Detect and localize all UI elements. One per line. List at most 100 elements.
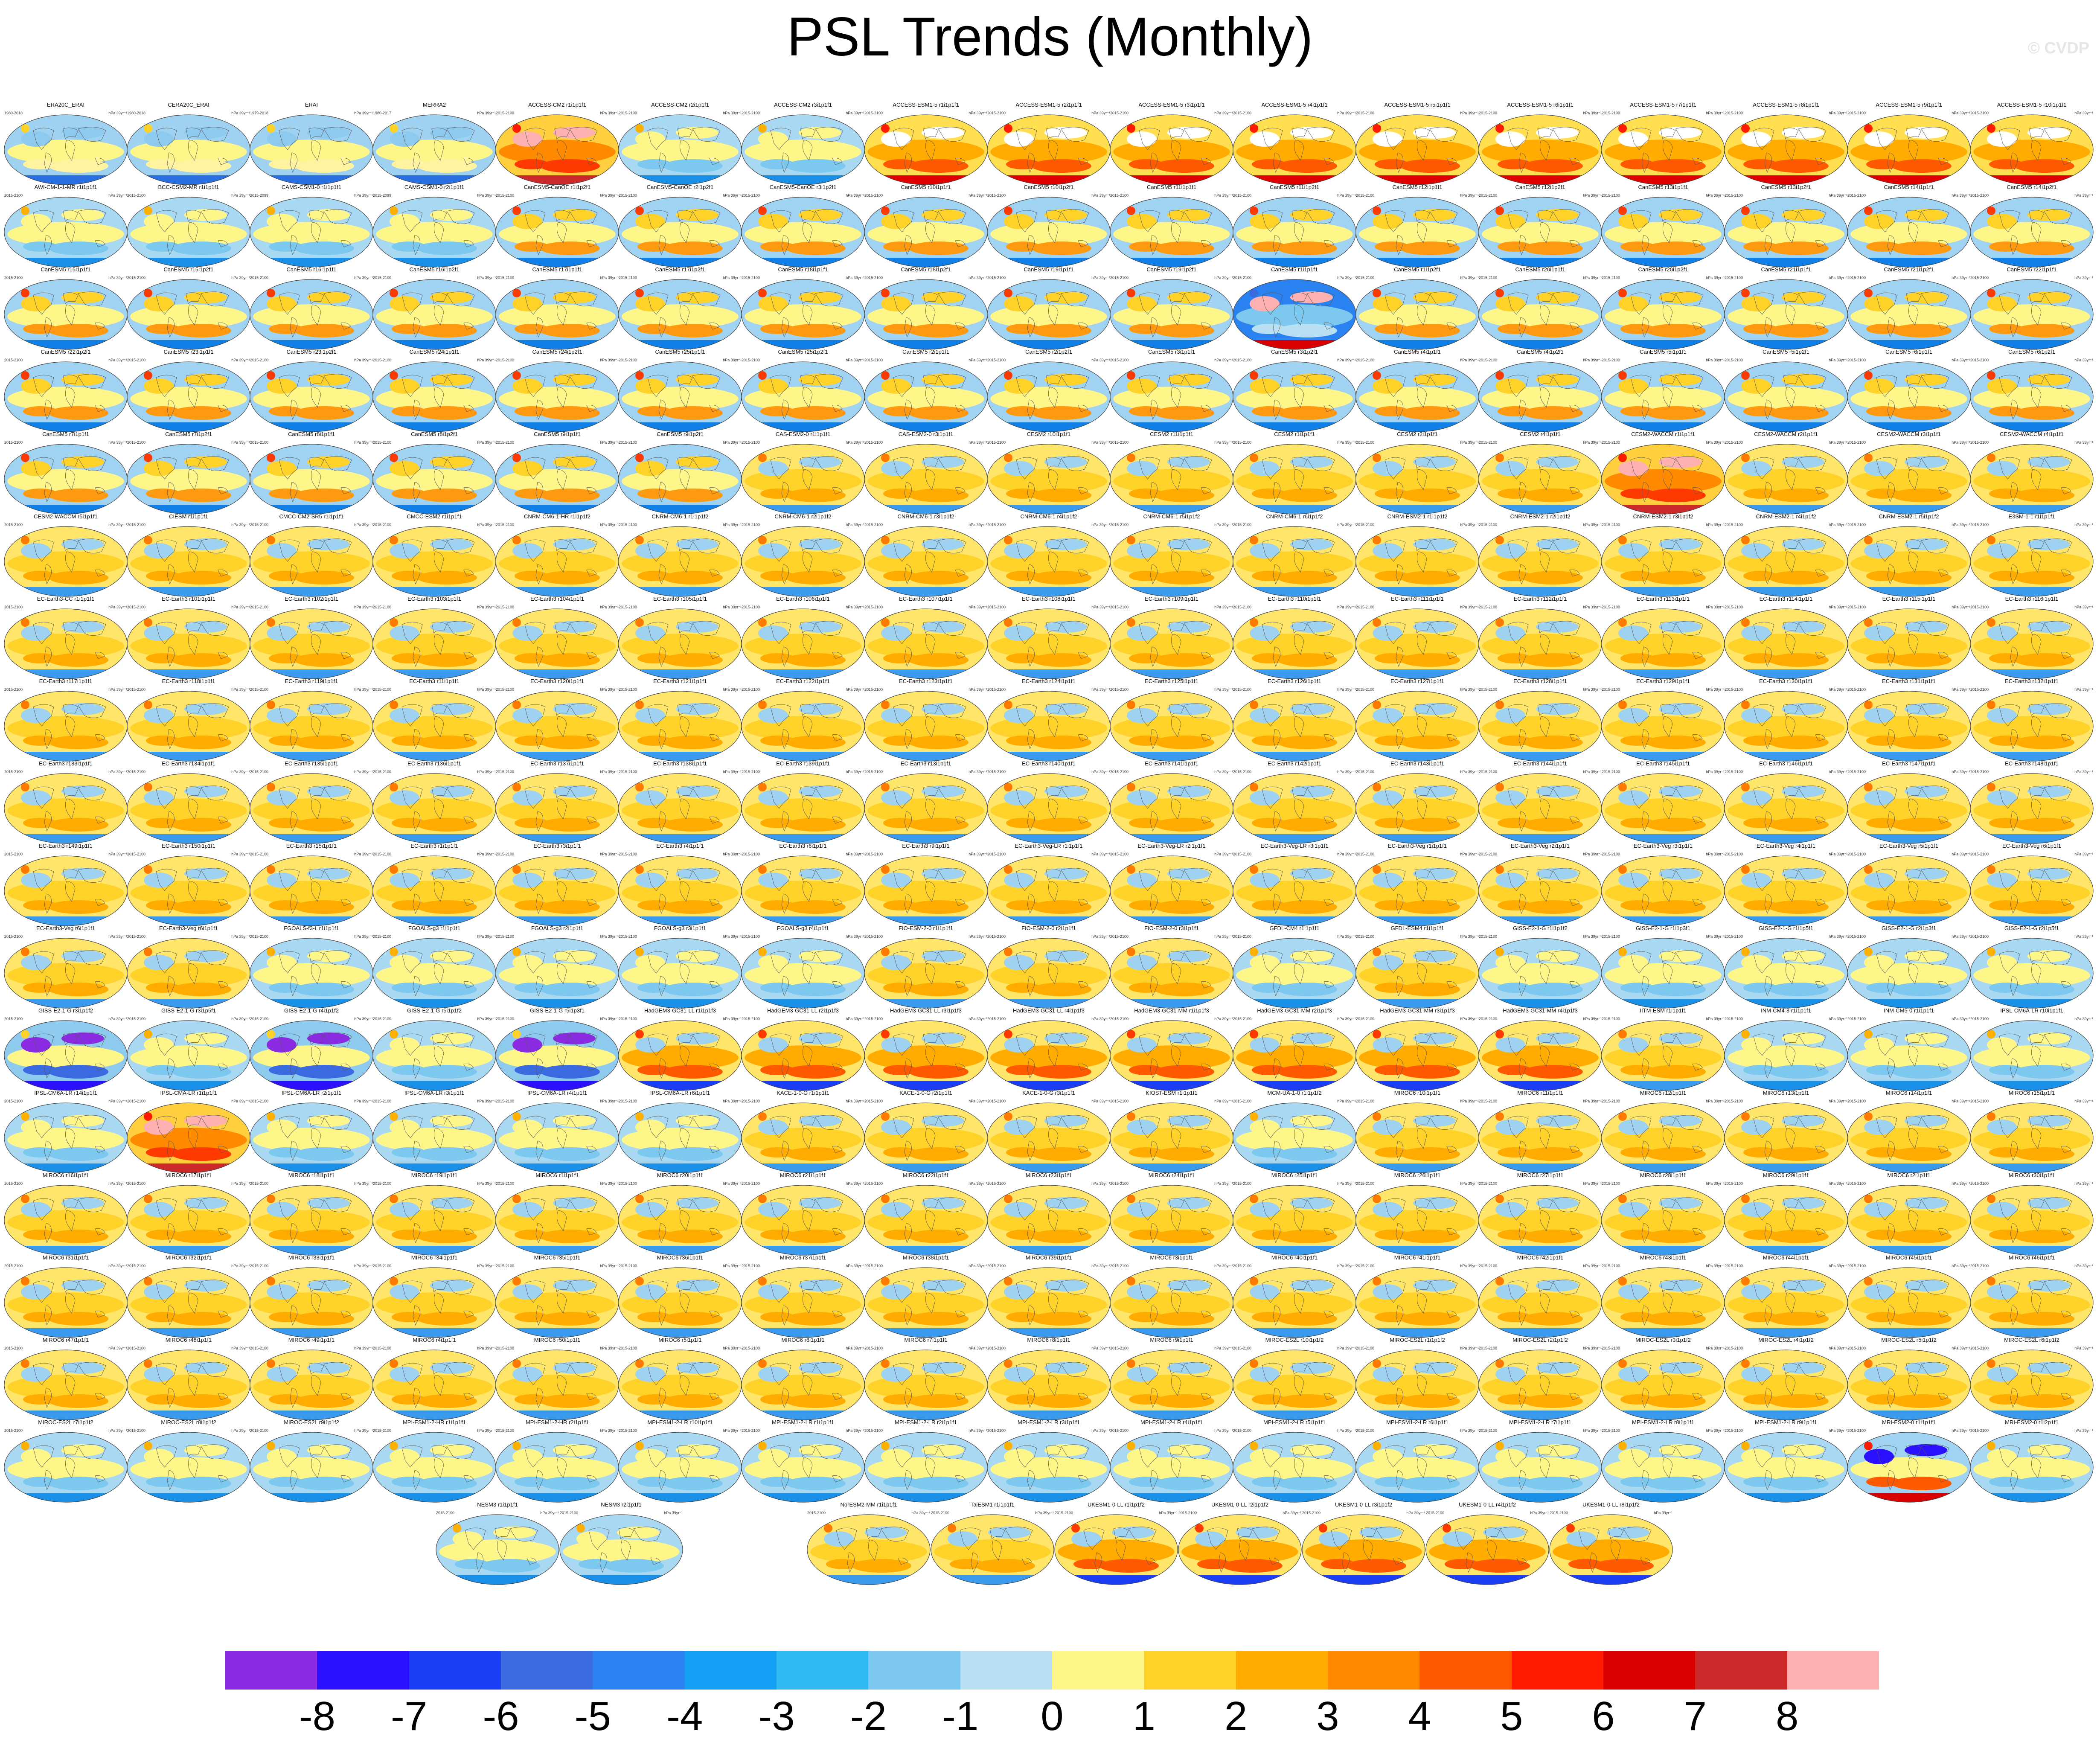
continent-outline: [413, 893, 420, 914]
panel-title: EC-Earth3 r135i1p1f1: [285, 760, 338, 767]
map-region: [1127, 296, 1157, 311]
map-panel: CanESM5 r22i1p1f1 2015-2100 hPa 39yr⁻¹: [1969, 265, 2094, 351]
map-region: [1167, 868, 1210, 880]
continent-outline: [323, 785, 352, 800]
continent-outline: [279, 951, 300, 974]
continent-outline: [1417, 716, 1427, 737]
continent-outline: [1046, 1280, 1062, 1293]
panel-title: GISS-E2-1-G r3i1p1f2: [38, 1007, 93, 1014]
continent-outline: [1938, 652, 1949, 659]
map-region: [1498, 1147, 1532, 1158]
continent-outline: [434, 551, 444, 573]
map-plot: [987, 691, 1111, 762]
map-panel: MIROC6 r38i1p1f1 2015-2100 hPa 39yr⁻¹: [864, 1253, 988, 1339]
map-plot: [1970, 773, 2094, 844]
panel-years: 2015-2100: [619, 440, 637, 445]
continent-outline: [311, 1210, 321, 1231]
panel-years: 2015-2100: [1847, 111, 1866, 115]
continent-outline: [569, 127, 598, 142]
panel-years: 2015-2100: [1356, 605, 1375, 609]
map-plot: [1847, 526, 1971, 597]
panel-title: EC-Earth3 r119i1p1f1: [285, 678, 338, 684]
map-region: [1866, 241, 1900, 252]
map-region: [184, 456, 227, 468]
map-region: [1373, 206, 1381, 215]
panel-years: 2015-2100: [619, 770, 637, 774]
panel-title: CanESM5 r14i1p2f1: [2007, 184, 2057, 190]
map-region: [1277, 489, 1337, 502]
panel-years: 2015-2100: [1602, 1181, 1620, 1186]
panel-years: 2015-2100: [1110, 111, 1129, 115]
map-panel: EC-Earth3 r116i1p1f1 2015-2100 hPa 39yr⁻¹: [1969, 595, 2094, 680]
map-region: [1495, 289, 1504, 297]
map-region: [390, 783, 398, 791]
panel-years: 2015-2100: [742, 1017, 760, 1021]
continent-outline: [904, 976, 912, 997]
map-region: [635, 625, 665, 641]
map-region: [417, 159, 477, 173]
continent-outline: [78, 456, 106, 471]
map-plot: [741, 1185, 865, 1256]
map-region: [1373, 1277, 1381, 1285]
map-region: [1004, 454, 1012, 462]
panel-title: CanESM5 r13i1p1f1: [1638, 184, 1688, 190]
panel-unit: hPa 39yr⁻¹: [1214, 523, 1233, 527]
map-panel: KIOST-ESM r1i1p1f1 2015-2100 hPa 39yr⁻¹: [1109, 1089, 1234, 1174]
panel-title: EC-Earth3-Veg r6i1p1f1: [159, 925, 218, 931]
continent-outline: [1446, 981, 1457, 989]
map-region: [1743, 1230, 1777, 1240]
continent-outline: [1908, 634, 1919, 655]
continent-outline: [1294, 551, 1304, 573]
panel-title: EC-Earth3 r106i1p1f1: [776, 596, 830, 602]
continent-outline: [1027, 152, 1035, 173]
continent-outline: [1291, 457, 1307, 469]
map-region: [635, 1030, 644, 1038]
continent-outline: [1999, 375, 2020, 397]
map-region: [1659, 127, 1702, 139]
map-region: [758, 461, 788, 476]
map-region: [1498, 489, 1532, 499]
map-panel: HadGEM3-GC31-LL r4i1p1f3 2015-2100 hPa 39y…: [986, 1006, 1111, 1092]
map-region: [1250, 214, 1280, 229]
continent-outline: [218, 323, 228, 330]
map-region: [21, 625, 51, 641]
map-panel: CERA20C_ERAI 1980-2018 hPa 39yr⁻¹: [126, 101, 251, 186]
map-region: [1252, 983, 1286, 993]
map-region: [1743, 983, 1777, 993]
map-region: [172, 406, 231, 420]
map-region: [1536, 538, 1579, 550]
continent-outline: [557, 716, 567, 737]
continent-outline: [1786, 1128, 1796, 1149]
map-region: [1044, 291, 1087, 303]
continent-outline: [1273, 564, 1280, 585]
map-plot: [127, 444, 250, 515]
continent-outline: [1048, 1128, 1059, 1149]
map-panel: MIROC6 r26i1p1f1 2015-2100 hPa 39yr⁻¹: [1355, 1171, 1480, 1256]
map-region: [1523, 736, 1583, 749]
continent-outline: [2010, 399, 2018, 420]
continent-outline: [1815, 487, 1826, 494]
map-region: [1373, 618, 1381, 627]
continent-outline: [800, 869, 816, 881]
map-region: [1044, 785, 1087, 797]
continent-outline: [569, 374, 598, 389]
continent-outline: [1887, 235, 1895, 256]
continent-outline: [677, 375, 693, 387]
map-region: [1620, 736, 1655, 746]
map-region: [1252, 324, 1286, 334]
continent-outline: [709, 240, 720, 247]
map-region: [294, 983, 354, 996]
continent-outline: [2031, 1045, 2042, 1067]
continent-outline: [186, 375, 201, 387]
panel-unit: hPa 39yr⁻¹: [2074, 1099, 2093, 1103]
map-region: [1892, 1065, 1952, 1079]
map-region: [758, 378, 788, 394]
map-region: [1495, 454, 1504, 462]
map-region: [1782, 374, 1824, 386]
continent-outline: [1171, 304, 1181, 326]
map-region: [1413, 703, 1456, 715]
map-panel: FIO-ESM-2-0 r3i1p1f1 2015-2100 hPa 39yr⁻¹: [1109, 924, 1234, 1009]
continent-outline: [33, 1033, 54, 1056]
map-panel: CanESM5 r6i1p1f1 2015-2100 hPa 39yr⁻¹: [1847, 348, 1971, 433]
map-region: [1866, 406, 1900, 416]
